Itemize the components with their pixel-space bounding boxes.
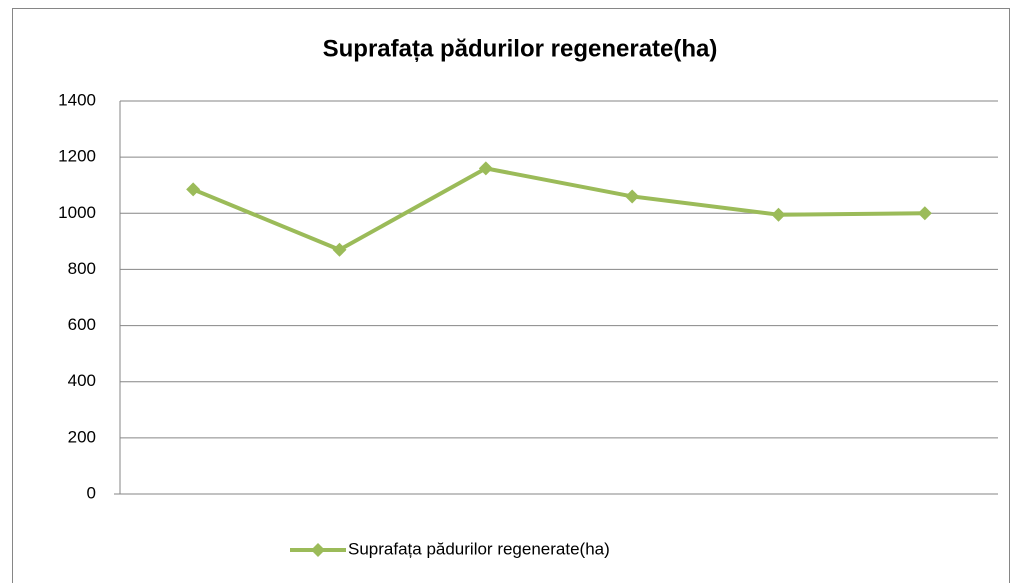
marker [771,207,786,222]
marker [332,242,347,257]
y-tick-label: 400 [68,371,96,390]
chart-border [12,8,1010,583]
y-tick-label: 800 [68,259,96,278]
y-tick-label: 200 [68,427,96,446]
chart-title: Suprafața pădurilor regenerate(ha) [323,35,718,62]
legend-marker [311,543,325,557]
marker [917,206,932,221]
y-tick-label: 0 [87,483,96,502]
marker [625,189,640,204]
marker [478,161,493,176]
y-tick-label: 600 [68,315,96,334]
line [192,166,925,252]
y-tick-label: 1000 [58,203,96,222]
marker [186,182,201,197]
y-tick-label: 1400 [58,90,96,109]
legend-label: Suprafața pădurilor regenerate(ha) [348,539,610,558]
y-tick-label: 1200 [58,147,96,166]
